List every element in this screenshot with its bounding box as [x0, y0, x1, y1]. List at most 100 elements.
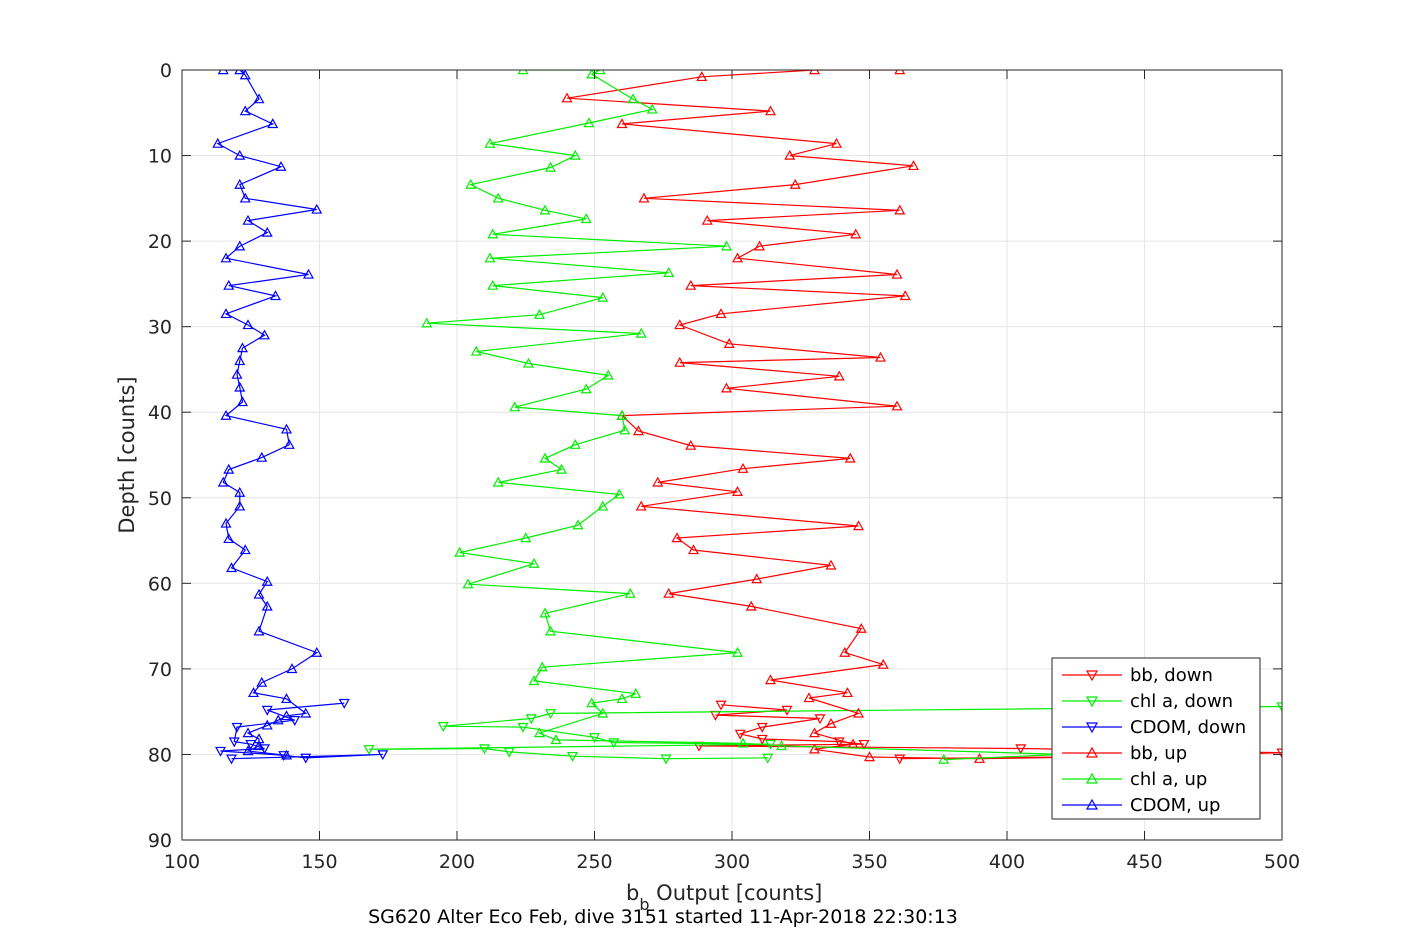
series-4-point-46: [630, 687, 642, 698]
series-4-point-41: [539, 607, 551, 618]
series-4-point-4: [646, 103, 658, 114]
series-4-point-29: [569, 438, 581, 449]
series-5-point-42: [253, 625, 265, 636]
series-4-point-36: [520, 532, 532, 543]
series-3-point-41: [745, 600, 757, 611]
series-3-point-50: [808, 727, 821, 738]
series-5-point-55: [242, 745, 254, 756]
series-5-point-48: [300, 707, 312, 718]
series-4-point-38: [528, 557, 540, 568]
series-3-point-44: [877, 658, 889, 669]
series-4-point-50: [533, 727, 546, 738]
series-5-point-5: [267, 118, 279, 129]
series-5-point-28: [280, 423, 293, 434]
y-tick-label-2: 20: [148, 231, 172, 253]
series-3-point-9: [789, 178, 801, 189]
x-axis-label: bb Output [counts]: [626, 881, 822, 914]
series-4-point-35: [572, 519, 584, 530]
series-5-point-11: [311, 203, 323, 214]
series-3-point-20: [674, 319, 686, 330]
y-tick-label-5: 50: [148, 488, 172, 510]
series-4-point-22: [470, 345, 482, 356]
series-4-point-37: [454, 546, 466, 557]
series-5-point-29: [283, 438, 295, 449]
series-5-point-23: [234, 355, 246, 366]
series-0-point-7: [833, 737, 845, 748]
series-3-point-8: [907, 160, 920, 171]
series-1-point-11: [566, 751, 579, 762]
series-5-point-8: [275, 160, 287, 171]
series-3-point-3: [561, 92, 573, 103]
series-1-point-5: [588, 733, 601, 744]
series-4-point-24: [602, 369, 614, 380]
series-3-point-53: [863, 751, 876, 762]
series-5-point-39: [261, 575, 273, 586]
series-2-point-9: [300, 753, 312, 764]
series-4-point-45: [528, 675, 540, 686]
series-3-point-40: [663, 587, 675, 598]
series-3-point-22: [874, 351, 887, 362]
series-5-point-51: [261, 719, 273, 730]
y-tick-label-3: 30: [148, 317, 172, 339]
series-2-point-7: [214, 746, 227, 757]
y-tick-label-1: 10: [148, 146, 172, 168]
legend-marker-0: [1085, 670, 1099, 682]
series-3-point-19: [715, 308, 727, 319]
series-3-point-31: [737, 462, 749, 473]
x-tick-label-6: 400: [989, 851, 1025, 873]
series-3-point-42: [855, 622, 867, 633]
series-5-point-49: [280, 710, 293, 721]
series-5-point-12: [242, 214, 254, 225]
series-3-point-34: [635, 500, 647, 511]
legend-label-5: CDOM, up: [1130, 795, 1220, 816]
series-3-point-47: [803, 692, 815, 703]
series-1-point-4: [517, 722, 529, 733]
series-4-point-18: [597, 291, 609, 302]
series-4-point-5: [583, 117, 595, 128]
x-tick-label-8: 500: [1264, 851, 1300, 873]
series-4-point-12: [580, 213, 592, 224]
legend-label-4: chl a, up: [1130, 769, 1207, 790]
legend-label-3: bb, up: [1130, 743, 1187, 764]
series-2-point-11: [225, 754, 238, 765]
series-5-point-43: [311, 646, 323, 657]
series-3-point-48: [852, 707, 865, 718]
y-tick-label-0: 0: [160, 60, 172, 82]
series-5-point-3: [253, 93, 265, 104]
series-3-point-11: [894, 204, 906, 215]
series-5-point-17: [223, 279, 235, 290]
legend-box: [1051, 657, 1261, 820]
series-line-1: [368, 705, 1282, 760]
x-tick-label-0: 100: [164, 851, 200, 873]
series-2-point-10: [377, 750, 389, 761]
series-5-point-33: [234, 486, 246, 497]
series-4-point-8: [544, 161, 557, 172]
series-3-point-5: [616, 118, 628, 129]
series-5-point-0: [217, 70, 229, 75]
series-4-point-23: [522, 357, 535, 368]
series-3-point-37: [687, 544, 700, 555]
series-5-point-52: [242, 727, 254, 738]
series-1-point-12: [660, 754, 672, 765]
series-4-point-13: [487, 228, 499, 239]
series-3-point-49: [825, 717, 837, 728]
series-0-point-3: [814, 714, 826, 725]
series-3-point-6: [830, 137, 843, 148]
y-axis-label: Depth [counts]: [115, 376, 139, 533]
series-4-point-20: [421, 317, 433, 328]
x-axis-label-subscript: b: [639, 895, 649, 914]
legend-marker-4: [1085, 772, 1099, 784]
series-4-point-16: [663, 267, 675, 277]
legend-marker-3: [1085, 746, 1099, 758]
series-line-5: [216, 70, 319, 756]
series-5-point-26: [236, 396, 249, 407]
series-4-point-0: [517, 70, 529, 75]
series-4-point-34: [597, 500, 609, 511]
series-4-point-3: [627, 93, 639, 104]
series-1-point-3: [437, 722, 449, 732]
series-3-point-2: [696, 71, 708, 82]
series-5-point-4: [239, 105, 251, 116]
series-5-point-13: [261, 226, 273, 237]
series-4-point-48: [586, 697, 598, 708]
